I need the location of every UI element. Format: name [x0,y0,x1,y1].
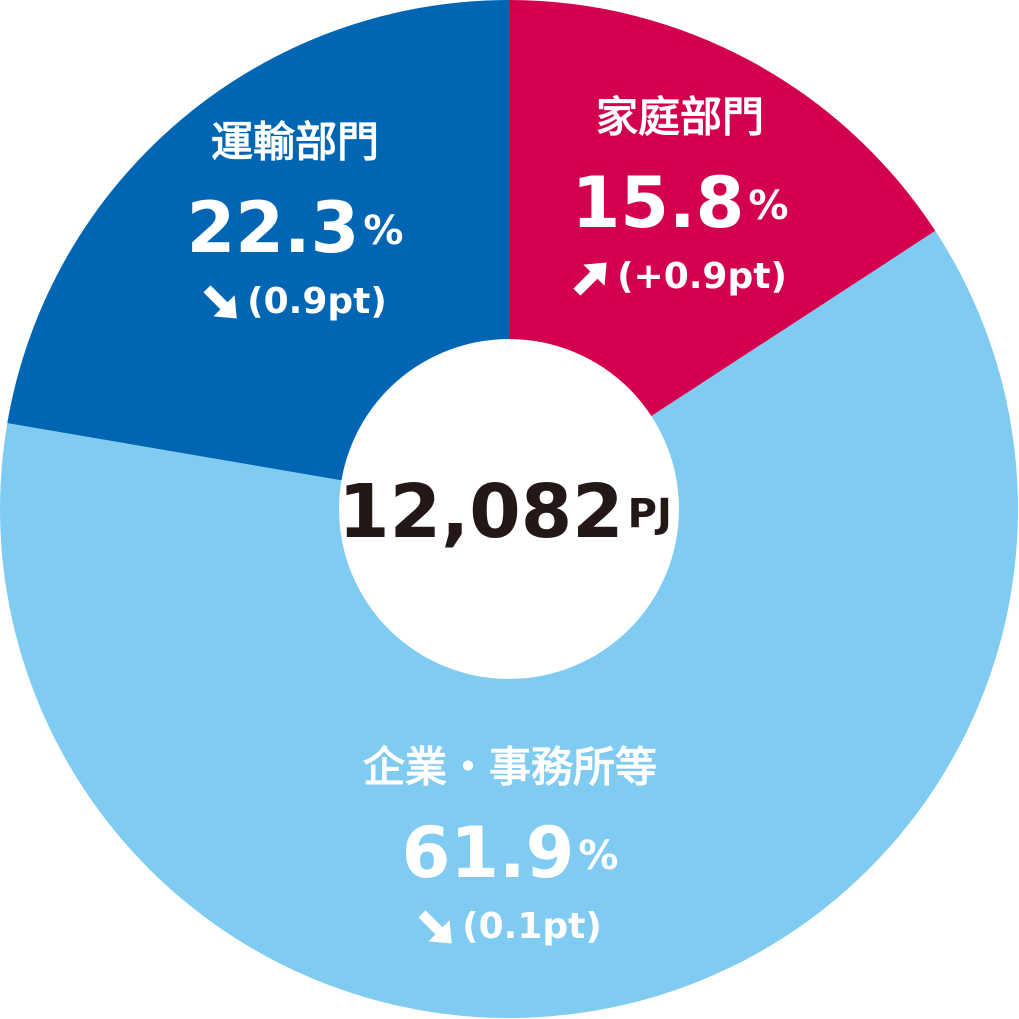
total-unit: PJ [628,491,672,537]
category-label: 家庭部門 [596,93,764,142]
value-number: 15.8 [572,162,745,244]
donut-hole [339,339,679,679]
change-label: (0.9pt) [247,281,387,322]
value-unit: % [748,183,788,229]
change-label: (+0.9pt) [617,256,787,297]
value-unit: % [578,833,618,879]
change-arrow [573,262,607,296]
total-value: 12,082 [338,469,624,555]
slice [7,0,509,509]
value-label: 61.9% [402,812,619,894]
change-label: (0.1pt) [462,906,602,947]
change-arrow [418,910,452,944]
category-label: 運輸部門 [211,118,379,167]
value-label: 15.8% [572,162,789,244]
value-number: 61.9 [402,812,575,894]
total-label: 12,082 PJ [338,469,672,555]
value-label: 22.3% [187,187,404,269]
value-number: 22.3 [187,187,360,269]
change-arrow [203,285,237,319]
category-label: 企業・事務所等 [363,743,657,792]
value-unit: % [363,208,403,254]
